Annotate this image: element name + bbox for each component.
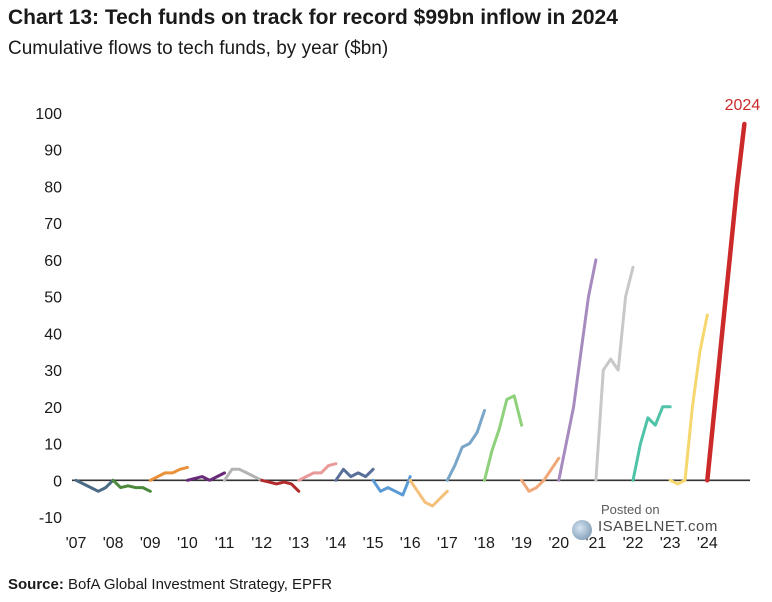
y-tick-label: 30: [44, 363, 62, 380]
series-line-2011: [223, 467, 264, 482]
x-tick-label: '16: [400, 535, 421, 552]
series-line-2010: [185, 471, 226, 482]
x-tick-label: '19: [511, 535, 532, 552]
series-line-2009: [148, 465, 189, 482]
series-line-2016: [408, 478, 449, 508]
x-tick-label: '07: [66, 535, 87, 552]
series-line-2020: [557, 258, 598, 482]
series-line-2019: [520, 456, 561, 493]
source-label: Source:: [8, 576, 64, 593]
series-line-2008: [111, 478, 152, 493]
x-tick-label: '09: [140, 535, 161, 552]
x-tick-label: '13: [288, 535, 309, 552]
series-line-2017: [445, 409, 486, 482]
x-tick-label: '15: [363, 535, 384, 552]
source-text: BofA Global Investment Strategy, EPFR: [68, 576, 333, 593]
x-tick-label: '24: [697, 535, 718, 552]
series-line-2018: [483, 394, 524, 482]
y-tick-label: 20: [44, 400, 62, 417]
x-tick-label: '12: [251, 535, 272, 552]
y-tick-label: 0: [53, 473, 62, 490]
series-line-2014: [334, 467, 375, 482]
x-tick-label: '21: [585, 535, 606, 552]
source-note: Source: BofA Global Investment Strategy,…: [8, 576, 332, 593]
series-line-2015: [371, 475, 412, 497]
x-tick-label: '23: [660, 535, 681, 552]
series-line-2024: [705, 121, 747, 483]
y-tick-label: 70: [44, 216, 62, 233]
globe-icon: [572, 520, 592, 540]
y-tick-label: 50: [44, 290, 62, 307]
watermark-brand: ISABELNET.com: [598, 518, 718, 535]
x-tick-label: '10: [177, 535, 198, 552]
series-line-2021: [594, 265, 635, 482]
x-tick-label: '20: [548, 535, 569, 552]
series-line-2013: [297, 462, 338, 482]
series-line-2012: [260, 478, 301, 493]
x-tick-label: '22: [623, 535, 644, 552]
x-tick-label: '17: [437, 535, 458, 552]
y-tick-label: 80: [44, 179, 62, 196]
series-line-2023: [668, 313, 709, 486]
series-line-2007: [74, 478, 115, 493]
y-tick-label: -10: [39, 510, 62, 527]
chart-title: Chart 13: Tech funds on track for record…: [8, 6, 618, 29]
series-line-2022: [631, 405, 672, 482]
watermark-posted-text: Posted on: [601, 502, 660, 517]
x-tick-label: '14: [326, 535, 347, 552]
chart-subtitle: Cumulative flows to tech funds, by year …: [8, 38, 389, 59]
y-tick-label: 100: [35, 106, 62, 123]
annotation-2024: 2024: [725, 97, 761, 114]
x-tick-label: '11: [215, 535, 235, 552]
y-tick-label: 90: [44, 143, 62, 160]
watermark: Posted on ISABELNET.com: [570, 500, 720, 550]
x-tick-label: '08: [103, 535, 124, 552]
y-tick-label: 40: [44, 326, 62, 343]
y-tick-label: 10: [44, 437, 62, 454]
y-tick-label: 60: [44, 253, 62, 270]
x-tick-label: '18: [474, 535, 495, 552]
